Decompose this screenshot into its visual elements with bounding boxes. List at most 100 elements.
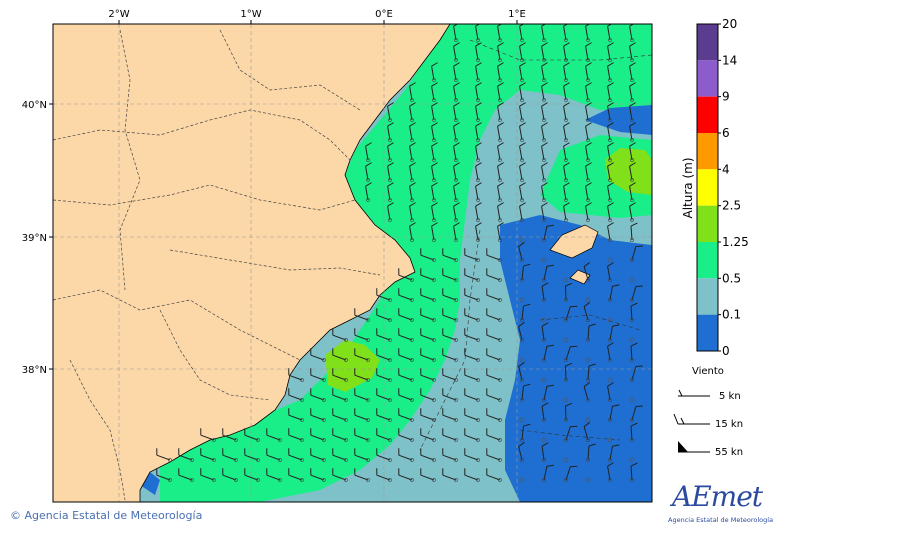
wind-barb <box>563 162 570 182</box>
wind-barb <box>464 448 480 462</box>
wind-barb <box>222 448 238 462</box>
wind-barb <box>332 468 348 482</box>
wind-barb <box>266 468 282 482</box>
wind-barb <box>564 282 573 302</box>
wind-barb <box>542 264 554 282</box>
wind-barb <box>541 437 547 443</box>
wind-barb <box>629 457 635 463</box>
wind-barb <box>464 308 480 322</box>
wind-barb <box>497 82 504 102</box>
wind-barb <box>420 448 436 462</box>
wind-barb <box>607 382 614 402</box>
wind-barb <box>354 388 370 402</box>
map-area <box>53 24 652 502</box>
wind-barb <box>520 423 531 442</box>
wind-barb <box>629 82 636 102</box>
wind-barb <box>486 328 502 342</box>
wind-barb <box>398 268 414 282</box>
wind-barb <box>541 122 548 142</box>
wind-barb <box>409 222 416 242</box>
wind-barb <box>354 408 370 422</box>
wind-barb <box>519 477 525 483</box>
wind-barb <box>420 308 436 322</box>
wind-barb <box>288 388 304 402</box>
wave-zone-1-25-east <box>605 148 652 195</box>
wind-barb <box>442 468 458 482</box>
wind-barb <box>630 285 643 302</box>
wind-barb <box>585 42 592 62</box>
wind-barb <box>409 102 416 122</box>
colorbar-level-label: 20 <box>722 17 737 31</box>
wind-barb <box>475 122 482 142</box>
wind-barb <box>519 202 526 222</box>
wind-barb <box>519 62 526 82</box>
colorbar-title: Altura (m) <box>681 157 695 218</box>
wind-barb <box>607 437 613 443</box>
wind-legend-15kn-label: 15 kn <box>715 419 743 430</box>
wind-barb <box>542 384 554 402</box>
wind-barb <box>332 428 348 442</box>
wind-barb <box>629 62 636 82</box>
wind-barb <box>398 428 414 442</box>
wave-zone-0-1-sw <box>140 472 160 495</box>
wind-barb <box>564 465 578 482</box>
wind-barb <box>564 425 578 442</box>
wind-barb <box>244 448 260 462</box>
wind-barb <box>453 62 460 82</box>
wind-barb <box>431 142 438 162</box>
colorbar-level-label: 2.5 <box>722 199 741 213</box>
wind-barb <box>244 428 260 442</box>
wind-barb <box>409 82 416 102</box>
wind-barb <box>288 428 304 442</box>
wind-barb <box>608 404 620 422</box>
wind-barb <box>200 428 216 442</box>
wind-barb <box>420 248 436 262</box>
colorbar-segment <box>697 314 718 351</box>
wind-barb <box>497 202 504 222</box>
wind-barb <box>564 305 578 322</box>
wind-barb <box>475 42 482 62</box>
wind-barb <box>583 301 591 322</box>
wind-legend-15kn: 15 kn <box>673 413 743 430</box>
wind-barb <box>585 182 592 202</box>
wind-barb <box>442 408 458 422</box>
wind-barb <box>266 428 282 442</box>
wind-barb <box>365 162 372 182</box>
wind-barb <box>564 345 578 362</box>
wind-barb <box>541 257 547 263</box>
colorbar-level-label: 0 <box>722 344 730 358</box>
wind-barb <box>486 408 502 422</box>
wind-barb <box>607 257 613 263</box>
wind-barb <box>420 328 436 342</box>
wind-barb <box>464 368 480 382</box>
wind-barb <box>332 368 348 382</box>
wind-barb <box>453 202 460 222</box>
wind-barb <box>464 408 480 422</box>
wind-barb <box>486 288 502 302</box>
lon-ticks: 2°W 1°W 0°E 1°E <box>108 9 526 24</box>
wind-barb <box>365 142 372 162</box>
wind-barb <box>629 277 635 283</box>
wind-barb <box>520 303 531 322</box>
wind-barb <box>222 428 238 442</box>
wind-barb <box>244 468 260 482</box>
wind-barb <box>585 142 592 162</box>
wind-barb <box>541 202 548 222</box>
wind-barb <box>608 284 620 302</box>
wind-barb <box>310 368 326 382</box>
wind-barb <box>376 368 392 382</box>
wind-barb <box>475 182 482 202</box>
wind-barb <box>486 368 502 382</box>
land-iberia <box>53 24 451 502</box>
wind-barb <box>542 224 554 242</box>
wind-barb <box>585 82 592 102</box>
wind-barb <box>497 182 504 202</box>
wind-barb <box>608 324 620 342</box>
wind-barb <box>222 468 238 482</box>
wind-barb <box>497 222 504 242</box>
wind-barb <box>409 142 416 162</box>
wind-barb <box>266 448 282 462</box>
wind-barb <box>607 262 614 282</box>
wind-barb <box>398 288 414 302</box>
wind-barb <box>630 405 643 422</box>
